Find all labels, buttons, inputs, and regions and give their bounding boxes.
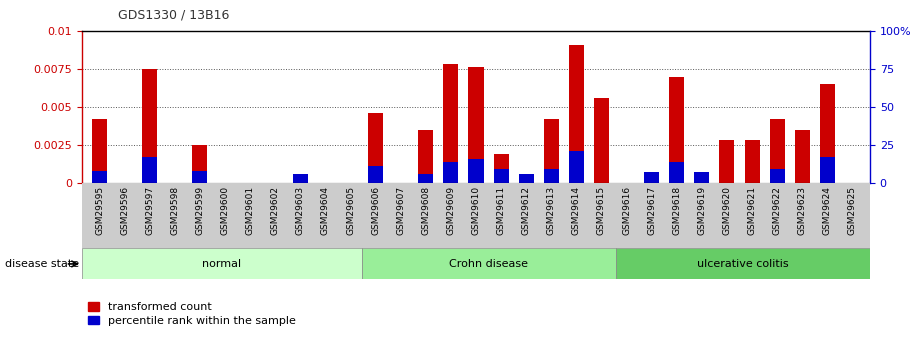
Bar: [644, 172, 660, 183]
Text: GSM29613: GSM29613: [547, 186, 556, 235]
Bar: [444, 65, 458, 183]
Text: GSM29624: GSM29624: [823, 186, 832, 235]
Bar: [544, 169, 558, 183]
Text: ulcerative colitis: ulcerative colitis: [697, 259, 789, 269]
Text: GSM29595: GSM29595: [95, 186, 104, 235]
Bar: [770, 119, 784, 183]
Text: GSM29599: GSM29599: [196, 186, 204, 235]
Text: GSM29623: GSM29623: [798, 186, 807, 235]
Text: GSM29625: GSM29625: [848, 186, 857, 235]
Bar: [518, 174, 534, 183]
Text: GSM29596: GSM29596: [120, 186, 129, 235]
Bar: [494, 169, 508, 183]
Text: GDS1330 / 13B16: GDS1330 / 13B16: [118, 9, 230, 22]
Text: GSM29611: GSM29611: [496, 186, 506, 235]
Text: GSM29604: GSM29604: [321, 186, 330, 235]
Text: GSM29617: GSM29617: [647, 186, 656, 235]
Text: GSM29616: GSM29616: [622, 186, 631, 235]
Bar: [468, 68, 484, 183]
Bar: [142, 157, 158, 183]
Bar: [418, 130, 434, 183]
Bar: [82, 248, 362, 279]
Text: GSM29601: GSM29601: [246, 186, 255, 235]
Bar: [494, 154, 508, 183]
Bar: [142, 69, 158, 183]
Text: GSM29618: GSM29618: [672, 186, 681, 235]
Text: GSM29621: GSM29621: [748, 186, 756, 235]
Bar: [92, 119, 107, 183]
Text: GSM29597: GSM29597: [145, 186, 154, 235]
Text: GSM29606: GSM29606: [371, 186, 380, 235]
Bar: [64, 183, 888, 248]
Legend: transformed count, percentile rank within the sample: transformed count, percentile rank withi…: [87, 302, 295, 326]
Bar: [670, 77, 684, 183]
Text: GSM29619: GSM29619: [697, 186, 706, 235]
Bar: [292, 174, 308, 183]
Bar: [568, 151, 584, 183]
Bar: [362, 248, 616, 279]
Bar: [192, 145, 208, 183]
Bar: [568, 45, 584, 183]
Bar: [368, 113, 384, 183]
Bar: [292, 175, 308, 183]
Text: GSM29600: GSM29600: [220, 186, 230, 235]
Bar: [694, 172, 710, 183]
Bar: [192, 171, 208, 183]
Text: GSM29607: GSM29607: [396, 186, 405, 235]
Bar: [820, 157, 834, 183]
Text: disease state: disease state: [5, 259, 78, 269]
Bar: [820, 84, 834, 183]
Text: GSM29608: GSM29608: [421, 186, 430, 235]
Text: GSM29602: GSM29602: [271, 186, 280, 235]
Bar: [794, 130, 810, 183]
Text: GSM29609: GSM29609: [446, 186, 456, 235]
Bar: [418, 174, 434, 183]
Bar: [368, 166, 384, 183]
Text: GSM29622: GSM29622: [773, 186, 782, 235]
Text: GSM29620: GSM29620: [722, 186, 732, 235]
Text: GSM29615: GSM29615: [597, 186, 606, 235]
Text: normal: normal: [202, 259, 241, 269]
Bar: [594, 98, 609, 183]
Bar: [670, 161, 684, 183]
Text: GSM29612: GSM29612: [522, 186, 531, 235]
Text: GSM29610: GSM29610: [472, 186, 480, 235]
Text: GSM29603: GSM29603: [296, 186, 305, 235]
Bar: [444, 161, 458, 183]
Text: GSM29605: GSM29605: [346, 186, 355, 235]
Text: Crohn disease: Crohn disease: [449, 259, 528, 269]
Bar: [468, 159, 484, 183]
Bar: [616, 248, 870, 279]
Bar: [544, 119, 558, 183]
Bar: [770, 169, 784, 183]
Text: GSM29598: GSM29598: [170, 186, 179, 235]
Text: GSM29614: GSM29614: [572, 186, 581, 235]
Bar: [744, 140, 760, 183]
Bar: [92, 171, 107, 183]
Bar: [720, 140, 734, 183]
